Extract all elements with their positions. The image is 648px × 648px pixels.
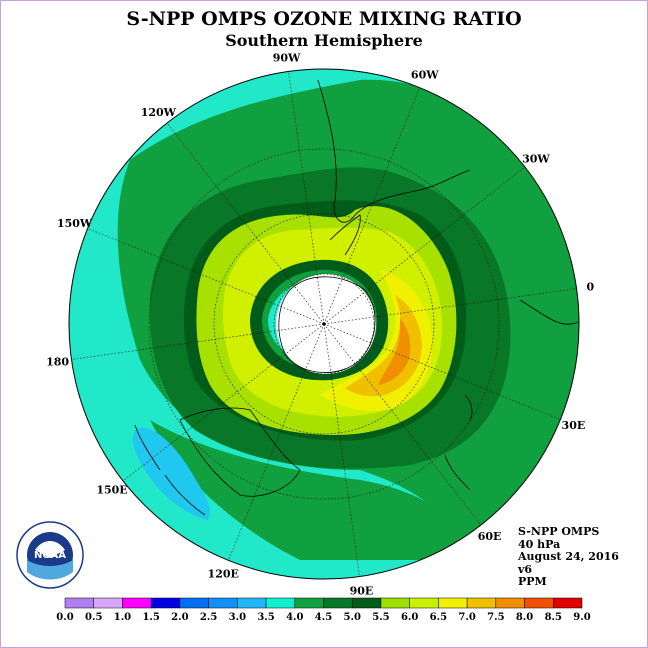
- colorbar-tick-label: 4.5: [315, 612, 332, 623]
- colorbar-tick-label: 9.0: [573, 612, 590, 623]
- colorbar-swatch: [122, 597, 152, 609]
- colorbar-tick-label: 6.5: [430, 612, 447, 623]
- longitude-label: 120E: [208, 567, 239, 580]
- colorbar-swatch: [380, 597, 410, 609]
- colorbar-swatch: [323, 597, 353, 609]
- meridian-line: [323, 87, 420, 325]
- band-30: [133, 427, 211, 520]
- noaa-logo: NOAA: [16, 521, 84, 589]
- band-75: [378, 318, 411, 385]
- colorbar-tick-label: 3.0: [229, 612, 246, 623]
- map-subtitle: Southern Hemisphere: [225, 31, 423, 50]
- colorbar-tick-label: 2.0: [171, 612, 188, 623]
- colorbar-tick-label: 6.0: [401, 612, 418, 623]
- meridian-line: [323, 323, 561, 420]
- colorbar-swatch: [409, 597, 439, 609]
- colorbar-swatch: [64, 597, 94, 609]
- band-40-lower: [150, 420, 470, 560]
- map-boundary: [68, 68, 580, 580]
- longitude-label: 120W: [141, 106, 177, 119]
- meridian-line: [122, 323, 325, 482]
- meridian-line: [323, 288, 577, 325]
- graticule: [71, 71, 577, 577]
- longitude-label: 90E: [350, 584, 374, 597]
- info-version: v6: [518, 562, 533, 576]
- info-date: August 24, 2016: [518, 550, 619, 563]
- africa-coast: [519, 299, 579, 325]
- indian-ocean-islands: [444, 394, 473, 491]
- latitude-circle: [148, 148, 500, 500]
- colorbar-tick-label: 0.0: [56, 612, 73, 623]
- colorbar-swatch: [179, 597, 209, 609]
- colorbar-tick-label: 4.0: [286, 612, 303, 623]
- map-title: S-NPP OMPS OZONE MIXING RATIO: [126, 8, 522, 30]
- colorbar-tick-label: 5.0: [344, 612, 361, 623]
- meridian-line: [71, 323, 325, 360]
- colorbar-swatch: [466, 597, 497, 609]
- colorbar-tick-label: 2.5: [200, 612, 217, 623]
- longitude-label: 30E: [562, 419, 586, 432]
- antarctic-peninsula: [329, 214, 361, 256]
- longitude-labels: 90W 60W 30W 0 30E 60E 90E 120E 150E 180 150W 120W: [46, 52, 594, 598]
- meridian-line: [166, 122, 325, 325]
- meridian-line: [288, 71, 325, 325]
- meridian-line: [87, 228, 325, 325]
- colorbar-swatch: [150, 597, 181, 609]
- info-pressure: 40 hPa: [518, 537, 561, 551]
- colorbar-swatch: [524, 597, 554, 609]
- latitude-circle: [213, 213, 435, 435]
- longitude-label: 150W: [57, 217, 93, 230]
- colorbar-swatch: [237, 597, 267, 609]
- colorbar-swatch: [351, 597, 382, 609]
- colorbar-tick-label: 8.0: [516, 612, 533, 623]
- colorbar-swatch: [553, 597, 583, 609]
- longitude-label: 90W: [273, 52, 301, 65]
- colorbar-tick-label: 0.5: [85, 612, 102, 623]
- longitude-label: 60W: [411, 69, 439, 82]
- longitude-label: 150E: [96, 484, 127, 497]
- longitude-label: 180: [46, 355, 69, 368]
- info-instrument: S-NPP OMPS: [518, 525, 600, 538]
- polar-night: [276, 274, 376, 374]
- longitude-label: 30W: [522, 152, 550, 165]
- colorbar-tick-label: 5.5: [372, 612, 389, 623]
- meridian-line: [323, 323, 360, 577]
- colorbar-tick-label: 7.0: [458, 612, 475, 623]
- colorbar-swatch: [93, 597, 123, 609]
- latitude-circle: [273, 273, 375, 375]
- band-70: [345, 295, 422, 397]
- longitude-label: 0: [587, 281, 595, 294]
- colorbar-tick-label: 8.5: [545, 612, 562, 623]
- colorbar: 0.0 0.5 1.0 1.5 2.0 2.5 3.0 3.5 4.0 4.5 5.0 5.5 6.0 6…: [56, 597, 591, 623]
- colorbar-swatch: [438, 597, 468, 609]
- colorbar-tick-label: 7.5: [487, 612, 504, 623]
- meridian-line: [323, 166, 526, 325]
- nz-coast: [134, 424, 206, 516]
- colorbar-tick-label: 3.5: [257, 612, 274, 623]
- colorbar-swatch: [208, 597, 238, 609]
- logo-text: NOAA: [34, 550, 66, 561]
- colorbar-tick-label: 1.5: [142, 612, 159, 623]
- meridian-line: [228, 323, 325, 561]
- meridian-line: [323, 323, 482, 526]
- longitude-label: 60E: [478, 530, 502, 543]
- south-america-coast: [317, 79, 471, 223]
- antarctica-coast: [278, 276, 376, 373]
- south-pole: [322, 322, 326, 326]
- coastlines: [134, 79, 579, 516]
- info-units: PPM: [518, 575, 547, 588]
- australia-coast: [179, 407, 301, 497]
- info-block: S-NPP OMPS 40 hPa August 24, 2016 v6 PPM: [518, 525, 619, 589]
- colorbar-swatch: [495, 597, 525, 609]
- colorbar-swatch: [265, 597, 296, 609]
- colorbar-tick-label: 1.0: [114, 612, 131, 623]
- colorbar-swatch: [294, 597, 324, 609]
